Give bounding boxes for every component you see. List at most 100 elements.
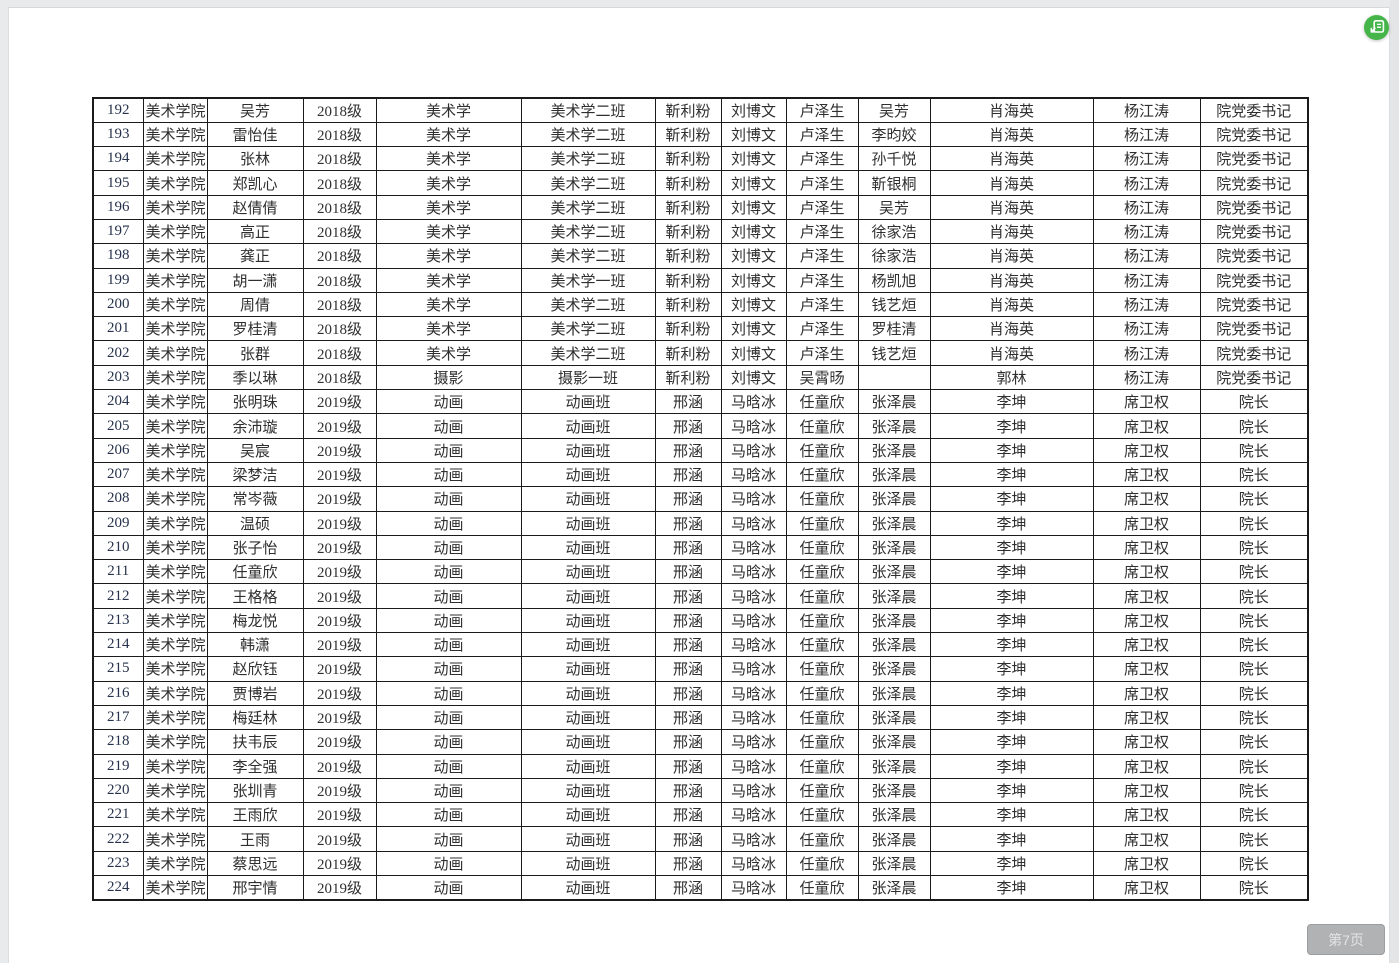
table-cell: 动画班 [520, 850, 656, 877]
table-cell: 任童欣 [785, 826, 859, 852]
table-cell: 任童欣 [785, 656, 859, 682]
table-cell: 动画 [375, 802, 522, 828]
table-cell: 美术学二班 [520, 121, 656, 148]
table-cell: 2019级 [302, 826, 377, 852]
table-cell: 任童欣 [785, 534, 859, 561]
table-cell: 院长 [1199, 874, 1309, 901]
table-cell: 卢泽生 [785, 291, 859, 318]
table-cell: 摄影一班 [520, 364, 656, 391]
table-cell: 2019级 [302, 753, 377, 779]
table-cell: 张泽晨 [857, 486, 931, 512]
table-cell: 邢涵 [654, 437, 722, 463]
row-number-cell: 213 [92, 607, 144, 634]
table-cell: 马晗冰 [720, 802, 787, 828]
table-cell: 王格格 [206, 583, 304, 609]
table-cell: 卢泽生 [785, 340, 859, 366]
table-cell: 卢泽生 [785, 316, 859, 342]
table-cell: 院长 [1199, 413, 1309, 439]
table-cell: 美术学院 [142, 680, 208, 706]
table-cell: 动画班 [520, 607, 656, 634]
table-cell: 动画班 [520, 559, 656, 585]
table-cell: 邢涵 [654, 874, 722, 901]
table-cell: 张泽晨 [857, 826, 931, 852]
table-cell: 2019级 [302, 534, 377, 561]
table-cell: 2019级 [302, 632, 377, 658]
table-cell: 刘博文 [720, 267, 787, 293]
table-cell: 李全强 [206, 753, 304, 779]
table-cell: 美术学院 [142, 97, 208, 123]
table-cell: 张泽晨 [857, 753, 931, 779]
table-cell: 李坤 [929, 704, 1094, 731]
table-cell: 任童欣 [785, 680, 859, 706]
table-cell: 院党委书记 [1199, 364, 1309, 391]
table-cell: 邢涵 [654, 486, 722, 512]
table-cell: 高正 [206, 218, 304, 245]
table-cell: 李坤 [929, 826, 1094, 852]
table-cell: 动画班 [520, 826, 656, 852]
table-cell: 动画 [375, 510, 522, 536]
table-cell: 马晗冰 [720, 461, 787, 488]
table-cell: 周倩 [206, 291, 304, 318]
table-cell: 李坤 [929, 607, 1094, 634]
table-cell: 杨凯旭 [857, 267, 931, 293]
row-number-cell: 211 [92, 559, 144, 585]
table-cell: 动画 [375, 704, 522, 731]
table-cell: 肖海英 [929, 218, 1094, 245]
table-cell: 院党委书记 [1199, 218, 1309, 245]
table-cell: 马晗冰 [720, 534, 787, 561]
table-cell: 靳利粉 [654, 291, 722, 318]
table-cell: 动画 [375, 486, 522, 512]
table-row: 215 美术学院 赵欣钰 2019级 动画 动画班 邢涵 马晗冰 任童欣 张泽晨 李坤 席卫权 院长 [92, 656, 1309, 682]
page-indicator-button[interactable]: 第7页 [1307, 924, 1385, 955]
table-cell: 2019级 [302, 437, 377, 463]
table-row: 202 美术学院 张群 2018级 美术学 美术学二班 靳利粉 刘博文 卢泽生 钱艺烜 肖海英 杨江涛… [92, 340, 1309, 366]
table-cell: 马晗冰 [720, 656, 787, 682]
table-cell: 刘博文 [720, 340, 787, 366]
table-cell: 2018级 [302, 97, 377, 123]
table-cell: 邢涵 [654, 389, 722, 415]
row-number-cell: 222 [92, 826, 144, 852]
table-cell: 张子怡 [206, 534, 304, 561]
table-cell: 院长 [1199, 461, 1309, 488]
table-cell: 动画 [375, 656, 522, 682]
table-cell: 李坤 [929, 729, 1094, 755]
table-cell: 蔡思远 [206, 850, 304, 877]
table-cell: 李坤 [929, 656, 1094, 682]
table-cell: 肖海英 [929, 267, 1094, 293]
table-cell: 席卫权 [1092, 534, 1201, 561]
table-cell: 院党委书记 [1199, 267, 1309, 293]
row-number-cell: 199 [92, 267, 144, 293]
row-number-cell: 216 [92, 680, 144, 706]
table-cell: 美术学 [375, 218, 522, 245]
table-cell: 2019级 [302, 461, 377, 488]
table-cell: 动画班 [520, 704, 656, 731]
table-cell: 李坤 [929, 753, 1094, 779]
row-number-cell: 205 [92, 413, 144, 439]
floating-badge-button[interactable] [1364, 15, 1389, 40]
table-cell: 美术学 [375, 243, 522, 269]
table-cell: 席卫权 [1092, 777, 1201, 804]
table-cell: 杨江涛 [1092, 146, 1201, 172]
table-row: 200 美术学院 周倩 2018级 美术学 美术学二班 靳利粉 刘博文 卢泽生 钱艺烜 肖海英 杨江涛… [92, 291, 1309, 318]
table-cell: 卢泽生 [785, 170, 859, 196]
table-cell: 任童欣 [785, 729, 859, 755]
table-cell: 杨江涛 [1092, 267, 1201, 293]
table-cell: 李坤 [929, 559, 1094, 585]
table-cell: 院长 [1199, 486, 1309, 512]
table-cell: 美术学院 [142, 826, 208, 852]
table-cell: 张泽晨 [857, 680, 931, 706]
table-cell: 邢宇情 [206, 874, 304, 901]
table-cell: 2018级 [302, 170, 377, 196]
table-cell: 任童欣 [785, 413, 859, 439]
table-cell: 邢涵 [654, 753, 722, 779]
table-cell: 邢涵 [654, 510, 722, 536]
scrollbar-track [1390, 0, 1399, 963]
table-row: 223 美术学院 蔡思远 2019级 动画 动画班 邢涵 马晗冰 任童欣 张泽晨 李坤 席卫权 院长 [92, 850, 1309, 877]
table-cell: 美术学 [375, 194, 522, 220]
table-cell: 席卫权 [1092, 389, 1201, 415]
table-cell: 张泽晨 [857, 656, 931, 682]
table-cell: 靳利粉 [654, 218, 722, 245]
table-cell: 动画班 [520, 583, 656, 609]
table-cell: 院长 [1199, 656, 1309, 682]
